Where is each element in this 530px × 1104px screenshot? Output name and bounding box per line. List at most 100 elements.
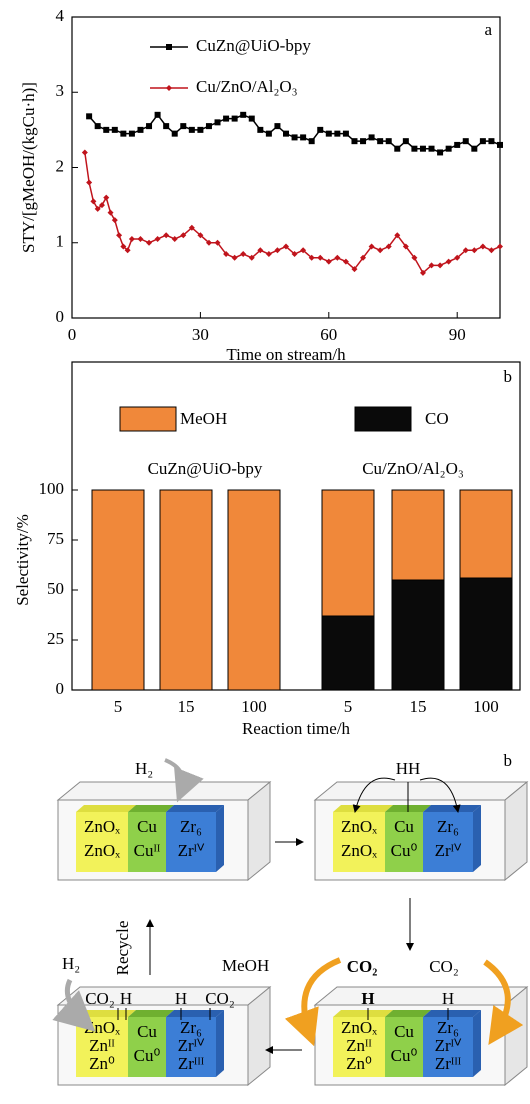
marker [402, 243, 409, 250]
adsorbed-label: H [120, 989, 132, 1008]
gray-arrow [52, 978, 96, 1032]
marker [214, 239, 221, 246]
orange-arrow [284, 957, 342, 1047]
y-tick-label: 1 [56, 232, 65, 251]
marker [205, 239, 212, 246]
x-tick-label: 100 [473, 697, 499, 716]
panel-label: a [484, 20, 492, 39]
marker [188, 126, 195, 133]
zr-label: Zrᴵᴵᴵ [435, 1054, 462, 1073]
marker [214, 119, 221, 126]
zr-label: Zrᴵⱽ [178, 1036, 205, 1055]
marker [103, 126, 110, 133]
marker [351, 138, 358, 145]
marker [497, 243, 503, 250]
marker [325, 258, 332, 265]
cu-label: Cuᴵᴵ [134, 841, 161, 860]
group-label: Cu/ZnO/Al₂O₃ [362, 459, 464, 478]
marker [479, 138, 486, 145]
marker [188, 224, 195, 231]
block-top [166, 1010, 224, 1017]
gas-label: H₂ [135, 759, 153, 778]
curve-arrow [352, 777, 396, 813]
marker [454, 254, 461, 261]
marker [445, 145, 452, 152]
marker [171, 130, 178, 137]
marker [360, 254, 367, 261]
block-top [76, 805, 136, 812]
block-top [423, 1010, 481, 1017]
bar-segment [321, 489, 375, 617]
marker [308, 138, 315, 145]
marker [394, 232, 401, 239]
adsorbed-label: H [442, 989, 454, 1008]
bar-segment [227, 489, 281, 691]
block-top [166, 805, 224, 812]
cu-label: Cu [137, 817, 157, 836]
box-top [56, 781, 272, 801]
marker [419, 145, 426, 152]
legend-swatch [119, 406, 177, 432]
zr-label: Zr₆ [180, 817, 202, 836]
marker [402, 138, 409, 145]
block [333, 1017, 385, 1077]
marker [300, 247, 307, 254]
marker [291, 134, 298, 141]
x-tick-label: 60 [320, 325, 337, 344]
legend-label: CuZn@UiO-bpy [196, 36, 311, 55]
marker [257, 247, 264, 254]
y-tick-label: 2 [56, 156, 65, 175]
x-tick-label: 15 [178, 697, 195, 716]
legend-label: Cu/ZnO/Al₂O₃ [196, 77, 298, 96]
y-tick-label: 100 [39, 479, 65, 498]
block [128, 812, 166, 872]
marker [368, 134, 375, 141]
marker [154, 111, 161, 118]
x-tick-label: 90 [449, 325, 466, 344]
marker [291, 251, 298, 258]
zn-label: ZnOₓ [341, 841, 377, 860]
marker [428, 262, 435, 269]
zn-label: Znᴵᴵ [89, 1036, 115, 1055]
cu-label: Cu [394, 1022, 414, 1041]
gas-label: CO₂ [429, 957, 459, 976]
marker [248, 115, 255, 122]
zr-label: Zr₆ [437, 817, 459, 836]
marker [385, 243, 392, 250]
marker [223, 115, 230, 122]
marker [351, 266, 358, 273]
marker [111, 217, 118, 224]
marker [171, 235, 178, 242]
marker [137, 126, 144, 133]
marker [265, 130, 272, 137]
marker [360, 138, 367, 145]
marker [146, 123, 153, 130]
marker [437, 262, 444, 269]
plot-frame [71, 361, 521, 691]
legend-label: CO [425, 409, 449, 428]
marker [488, 247, 495, 254]
marker [479, 243, 486, 250]
bar-segment [391, 489, 445, 581]
block [333, 812, 385, 872]
zn-label: ZnOₓ [84, 1018, 120, 1037]
marker [197, 232, 204, 239]
marker [342, 130, 349, 137]
marker [300, 134, 307, 141]
marker [120, 243, 127, 250]
box-top [313, 986, 529, 1006]
marker [86, 113, 93, 120]
bar-segment [91, 489, 145, 691]
curve-arrow [419, 777, 461, 813]
marker [111, 126, 118, 133]
block-top [333, 805, 393, 812]
zr-label: Zrᴵⱽ [435, 1036, 462, 1055]
x-tick-label: 15 [410, 697, 427, 716]
marker [471, 247, 478, 254]
cu-label: Cu⁰ [134, 1046, 161, 1065]
marker [325, 130, 332, 137]
block [166, 812, 216, 872]
block-top [423, 805, 481, 812]
x-axis-label: Time on stream/h [226, 345, 346, 364]
cu-label: Cu⁰ [391, 841, 418, 860]
